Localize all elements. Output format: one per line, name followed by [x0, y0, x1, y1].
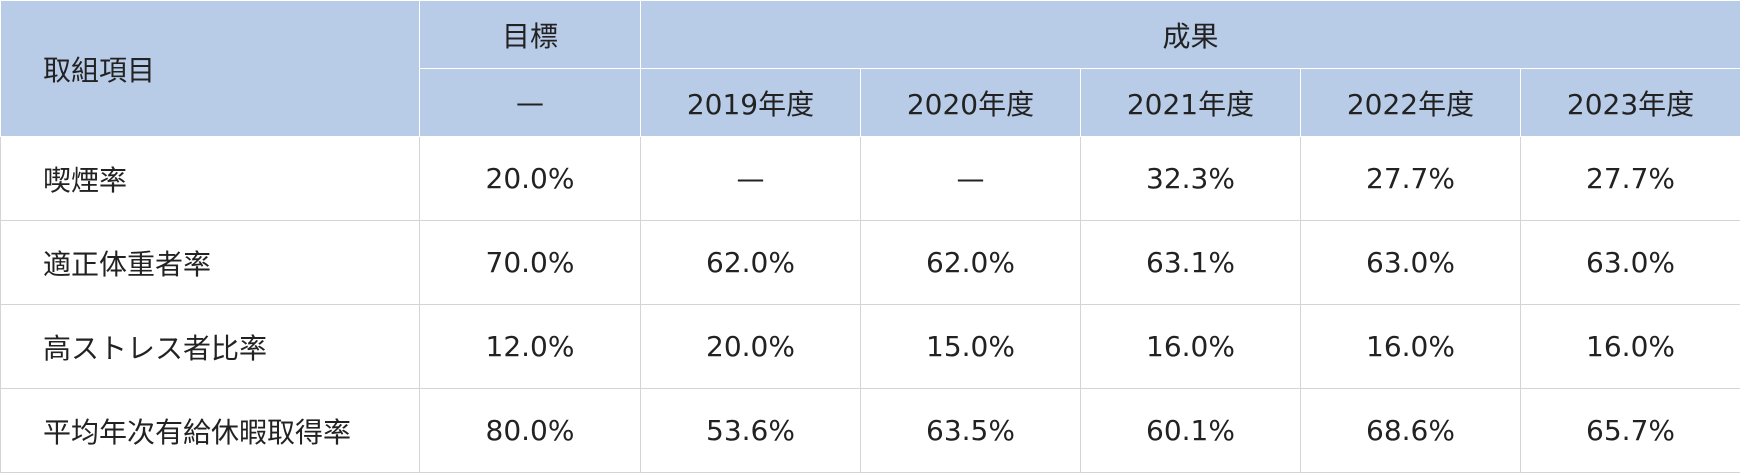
header-year: 2022年度	[1300, 68, 1521, 137]
cell: —	[640, 136, 861, 221]
table-row: 喫煙率 20.0% — —32.3% 27.7% 27.7%	[0, 136, 1740, 221]
row-label: 平均年次有給休暇取得率	[0, 388, 420, 473]
cell: 63.0%	[1300, 220, 1521, 305]
header-target-sub: —	[419, 68, 641, 137]
cell: 63.1%	[1080, 220, 1301, 305]
cell: 63.0%	[1519, 220, 1740, 305]
cell: 27.7%	[1300, 136, 1521, 221]
table-header: 取組項目 目標 成果 — 2019年度 2020年度 2021年度 2022年度 202…	[0, 0, 1740, 137]
cell: 27.7%	[1519, 136, 1740, 221]
cell: 53.6%	[640, 388, 861, 473]
table-row: 高ストレス者比率 12.0% 20.0% 15.0% 16.0% 16.0% 16.0%	[0, 304, 1740, 389]
cell: 15.0%	[860, 304, 1081, 389]
cell: 62.0%	[860, 220, 1081, 305]
cell: 68.6%	[1300, 388, 1521, 473]
header-year: 2019年度	[640, 68, 861, 137]
cell: 62.0%	[640, 220, 861, 305]
cell: 63.5%	[860, 388, 1081, 473]
cell: 12.0%	[419, 304, 641, 389]
row-label: 高ストレス者比率	[0, 304, 420, 389]
cell: —	[860, 136, 1081, 221]
cell: 20.0%	[640, 304, 861, 389]
row-label: 喫煙率	[0, 136, 420, 221]
header-year: 2023年度	[1519, 68, 1740, 137]
cell: 16.0%	[1080, 304, 1301, 389]
header-item: 取組項目	[0, 0, 420, 137]
cell: 20.0%	[419, 136, 641, 221]
cell: 80.0%	[419, 388, 641, 473]
header-year: 2021年度	[1080, 68, 1301, 137]
cell: 16.0%	[1519, 304, 1740, 389]
table-row: 適正体重者率 70.0% 62.0% 62.0% 63.1% 63.0% 63.0%	[0, 220, 1740, 305]
header-results: 成果	[639, 0, 1740, 69]
cell: 60.1%	[1080, 388, 1301, 473]
cell: 32.3%	[1080, 136, 1301, 221]
header-year: 2020年度	[860, 68, 1081, 137]
cell: 70.0%	[419, 220, 641, 305]
table-body: 喫煙率 20.0% — —32.3% 27.7% 27.7% 適正体重者率 70.0% 62.0…	[0, 136, 1740, 473]
cell: 16.0%	[1300, 304, 1521, 389]
table-row: 平均年次有給休暇取得率 80.0% 53.6% 63.5% 60.1% 68.6% 65.7…	[0, 388, 1740, 473]
cell: 65.7%	[1519, 388, 1740, 473]
header-target: 目標	[419, 0, 641, 69]
row-label: 適正体重者率	[0, 220, 420, 305]
